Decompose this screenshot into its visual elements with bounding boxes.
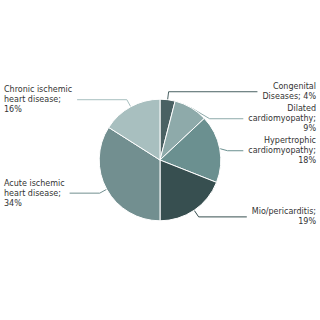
svg-text:Congenital: Congenital [273,82,316,91]
svg-text:16%: 16% [4,105,22,114]
svg-text:heart disease;: heart disease; [4,189,61,198]
svg-text:cardiomyopathy;: cardiomyopathy; [248,114,316,123]
svg-text:cardiomyopathy;: cardiomyopathy; [248,146,316,155]
svg-text:Hypertrophic: Hypertrophic [264,136,316,145]
svg-text:9%: 9% [303,124,316,133]
svg-text:Diseases; 4%: Diseases; 4% [262,92,316,101]
svg-text:heart disease;: heart disease; [4,95,61,104]
svg-text:Acute ischemic: Acute ischemic [4,179,65,188]
svg-text:Dilated: Dilated [287,104,316,113]
svg-text:19%: 19% [298,217,316,226]
svg-text:Mio/pericarditis;: Mio/pericarditis; [252,207,316,216]
svg-text:Chronic ischemic: Chronic ischemic [4,85,72,94]
svg-text:18%: 18% [298,156,316,165]
svg-text:34%: 34% [4,199,22,208]
